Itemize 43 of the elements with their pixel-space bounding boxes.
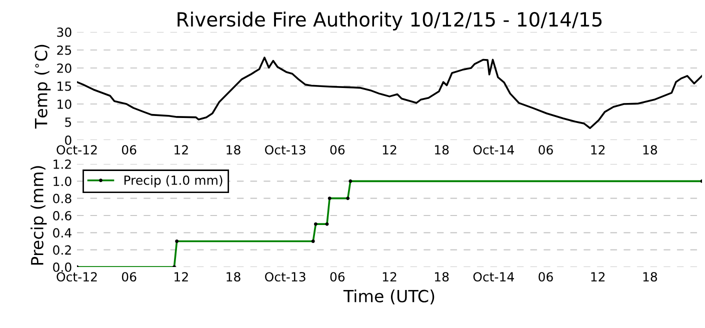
- y-axis-title: Temp ($^{∘}$C): [34, 44, 51, 129]
- x-tick-label: 12: [591, 272, 605, 282]
- x-tick-label: 18: [643, 145, 658, 155]
- x-tick-label: 06: [538, 272, 553, 282]
- x-tick-label: 12: [382, 145, 396, 154]
- y-tick-label: 0.4: [53, 228, 72, 238]
- x-tick-label: 06: [330, 272, 345, 282]
- x-axis-title: Time (UTC): [343, 290, 434, 304]
- x-tick-label: Oct-13: [265, 272, 306, 282]
- x-tick-label: 12: [591, 145, 605, 154]
- x-tick-label: Oct-14: [473, 272, 514, 282]
- x-tick-label: 06: [330, 145, 345, 155]
- x-tick-label: Oct-12: [56, 145, 97, 155]
- x-tick-label: 12: [174, 145, 188, 154]
- x-tick-label: Oct-13: [265, 145, 306, 155]
- x-tick-label: 06: [538, 145, 553, 155]
- y-tick-label: 1.2: [54, 159, 71, 169]
- chart-title: Riverside Fire Authority 10/12/15 - 10/14/15: [178, 12, 602, 30]
- y-tick-label: 0.6: [53, 210, 72, 220]
- x-tick-label: Oct-14: [473, 145, 514, 155]
- y-tick-label: 0.8: [53, 194, 72, 204]
- x-tick-label: Oct-12: [56, 272, 97, 282]
- y-tick-label: 25: [57, 45, 72, 55]
- legend-label: Precip (1.0 mm): [124, 175, 222, 188]
- x-tick-label: 18: [226, 272, 240, 282]
- y-tick-label: 10: [58, 99, 72, 109]
- y-tick-label: 0.0: [53, 262, 72, 272]
- y-tick-label: 30: [57, 27, 72, 37]
- x-tick-label: 06: [122, 145, 136, 155]
- y-tick-label: 15: [58, 82, 72, 91]
- y-tick-label: 5: [65, 118, 72, 127]
- x-tick-label: 06: [122, 272, 136, 282]
- x-tick-label: 18: [435, 145, 449, 155]
- y-tick-label: 1.0: [54, 176, 72, 186]
- x-tick-label: 12: [382, 272, 396, 282]
- x-tick-label: 12: [174, 272, 188, 282]
- x-tick-label: 18: [435, 272, 449, 282]
- x-tick-label: 18: [643, 272, 658, 282]
- y-tick-label: 20: [57, 63, 72, 73]
- y-tick-label: 0: [65, 135, 72, 145]
- x-tick-label: 18: [226, 145, 240, 155]
- y-tick-label: 0.2: [53, 245, 71, 255]
- y-axis-title: Precip (mm): [30, 166, 47, 265]
